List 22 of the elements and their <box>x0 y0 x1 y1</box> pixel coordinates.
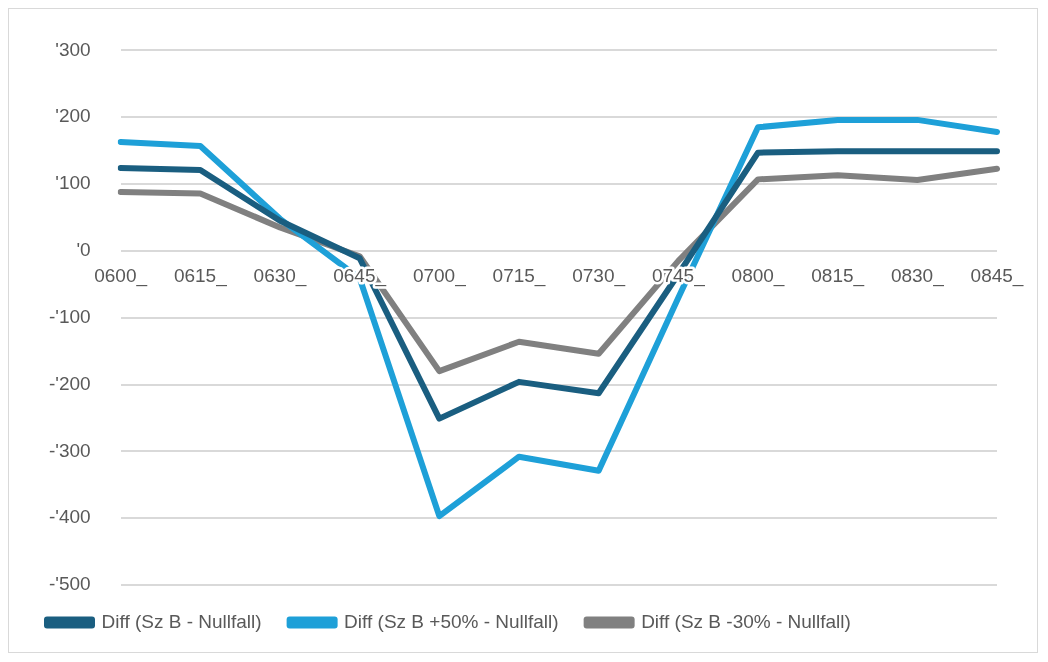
x-tick-label: 0600_ <box>94 265 148 288</box>
y-tick-label: '100 <box>55 172 91 194</box>
y-tick-label: -'400 <box>49 506 91 528</box>
x-tick-label: 0800_ <box>731 265 785 288</box>
y-tick-label: -'500 <box>49 573 91 595</box>
legend-label: Diff (Sz B - Nullfall) <box>101 610 262 632</box>
y-tick-label: '0 <box>76 239 91 261</box>
x-tick-label: 0615_ <box>173 265 228 288</box>
x-tick-label: 0845_ <box>970 265 1024 288</box>
y-tick-label: -'200 <box>49 372 91 394</box>
x-tick-label: 0830_ <box>890 265 945 288</box>
x-tick-label: 0730_ <box>572 265 626 288</box>
x-tick-label: 0715_ <box>492 265 546 288</box>
y-tick-label: '300 <box>55 38 91 60</box>
legend-label: Diff (Sz B -30% - Nullfall) <box>641 610 851 632</box>
y-tick-label: -'100 <box>49 305 91 327</box>
x-tick-label: 0700_ <box>412 265 467 288</box>
x-tick-label: 0815_ <box>811 265 865 288</box>
legend-label: Diff (Sz B +50% - Nullfall) <box>344 610 559 632</box>
y-tick-label: '200 <box>55 105 91 127</box>
y-tick-label: -'300 <box>49 439 91 461</box>
x-tick-label: 0630_ <box>253 265 307 288</box>
